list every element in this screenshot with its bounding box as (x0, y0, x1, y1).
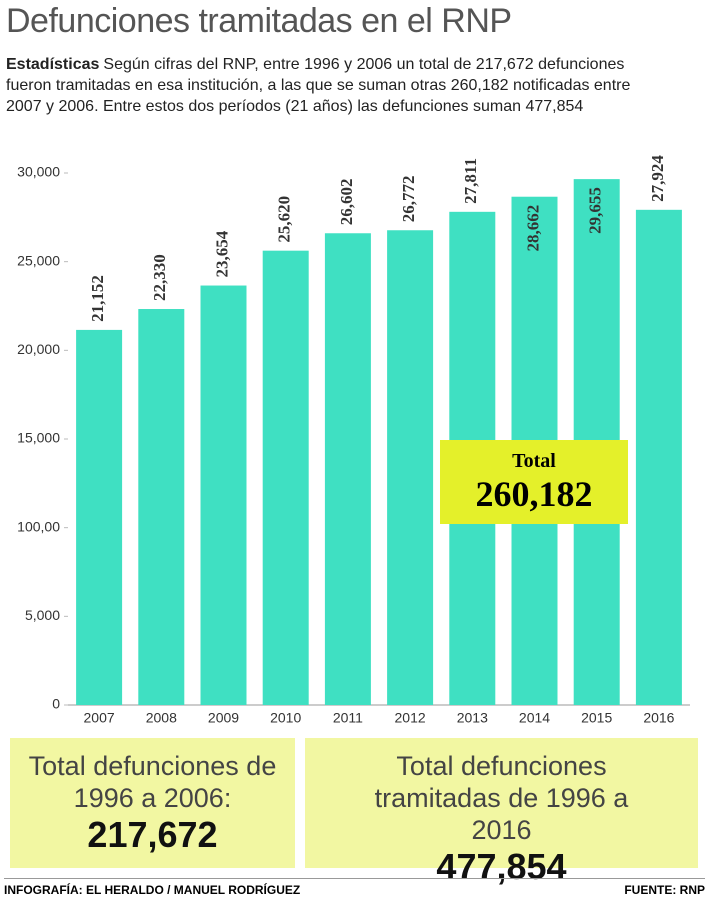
summary-box: Total defunciones tramitadas de 1996 a 2… (305, 738, 698, 887)
x-tick-label: 2016 (643, 710, 674, 726)
bar (635, 209, 682, 705)
value-label: 27,811 (461, 158, 480, 204)
value-label: 26,602 (337, 179, 356, 226)
title: Defunciones tramitadas en el RNP (6, 2, 512, 40)
value-label: 23,654 (212, 230, 231, 277)
x-tick-label: 2014 (519, 710, 550, 726)
x-tick-label: 2009 (208, 710, 239, 726)
footer: INFOGRAFÍA: EL HERALDO / MANUEL RODRÍGUE… (4, 878, 705, 897)
value-label: 21,152 (88, 275, 107, 322)
y-tick-label: 30,000 (17, 164, 60, 180)
summary-value: 217,672 (87, 814, 218, 855)
bar (76, 329, 123, 705)
bar (262, 250, 309, 705)
x-tick-label: 2012 (395, 710, 426, 726)
value-label: 27,924 (648, 155, 667, 202)
bar (324, 233, 371, 705)
bar (387, 230, 434, 705)
credit: INFOGRAFÍA: EL HERALDO / MANUEL RODRÍGUE… (4, 883, 301, 897)
x-tick-label: 2010 (270, 710, 301, 726)
x-tick-label: 2007 (84, 710, 115, 726)
summary-label: Total defunciones tramitadas de 1996 a 2… (374, 751, 629, 845)
value-label: 22,330 (150, 254, 169, 301)
intro: Estadísticas Según cifras del RNP, entre … (6, 54, 666, 117)
value-label: 28,662 (523, 205, 542, 252)
summary-value: 477,854 (436, 846, 567, 887)
y-tick-label: 20,000 (17, 341, 60, 357)
bar (200, 285, 247, 705)
x-tick-label: 2015 (581, 710, 612, 726)
total-box: Total 260,182 (440, 440, 628, 524)
summary-box: Total defunciones de 1996 a 2006: 217,67… (10, 738, 295, 868)
intro-text: Según cifras del RNP, entre 1996 y 2006 … (6, 56, 631, 115)
value-label: 29,655 (586, 187, 605, 234)
y-tick-label: 5,000 (25, 607, 60, 623)
y-tick-label: 25,000 (17, 252, 60, 268)
bar (138, 309, 185, 705)
total-label: Total (512, 450, 556, 472)
summary-label: Total defunciones de 1996 a 2006: (28, 751, 277, 813)
total-value: 260,182 (475, 474, 593, 514)
intro-lead: Estadísticas (6, 56, 100, 73)
source: FUENTE: RNP (624, 883, 705, 897)
x-tick-label: 2008 (146, 710, 177, 726)
value-label: 26,772 (399, 175, 418, 222)
chart: 0 5,000 100,00 15,000 20,000 25,000 30,000 2007… (17, 155, 690, 726)
y-tick-label: 15,000 (17, 430, 60, 446)
x-tick-label: 2013 (457, 710, 488, 726)
y-tick-label: 0 (52, 696, 60, 712)
y-tick-label: 100,00 (17, 518, 60, 534)
x-tick-label: 2011 (333, 710, 363, 726)
value-label: 25,620 (275, 196, 294, 243)
